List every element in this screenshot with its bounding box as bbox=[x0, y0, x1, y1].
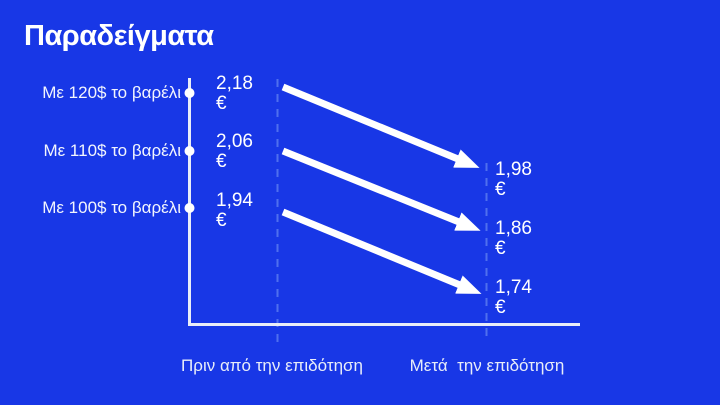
before-value-100: 1,94 € bbox=[216, 191, 253, 231]
axis-dot-100 bbox=[184, 203, 195, 213]
before-amount: 1,94 bbox=[216, 190, 253, 211]
currency-symbol: € bbox=[495, 297, 506, 318]
currency-symbol: € bbox=[216, 210, 227, 231]
currency-symbol: € bbox=[216, 151, 227, 172]
before-value-110: 2,06 € bbox=[216, 132, 253, 172]
row-label-110: Με 110$ το βαρέλι bbox=[43, 141, 181, 160]
after-amount: 1,74 bbox=[495, 277, 532, 298]
x-axis-label-after: Μετά την επιδότηση bbox=[409, 356, 565, 375]
after-value-110: 1,86 € bbox=[495, 219, 532, 259]
axis-dot-110 bbox=[184, 146, 195, 156]
before-value-120: 2,18 € bbox=[216, 74, 253, 114]
row-label-120: Με 120$ το βαρέλι bbox=[42, 83, 181, 102]
before-amount: 2,18 bbox=[216, 73, 253, 94]
page-title: Παραδείγματα bbox=[24, 20, 214, 52]
trend-arrow-icon-3 bbox=[281, 208, 482, 294]
after-amount: 1,98 bbox=[495, 159, 532, 180]
currency-symbol: € bbox=[495, 179, 506, 200]
currency-symbol: € bbox=[495, 238, 506, 259]
row-label-100: Με 100$ το βαρέλι bbox=[42, 198, 181, 217]
currency-symbol: € bbox=[216, 93, 227, 114]
after-amount: 1,86 bbox=[495, 218, 532, 239]
x-axis-label-before: Πριν από την επιδότηση bbox=[181, 356, 363, 375]
trend-arrow-icon-1 bbox=[281, 83, 480, 168]
before-amount: 2,06 bbox=[216, 131, 253, 152]
axis-dot-120 bbox=[184, 88, 195, 98]
after-value-120: 1,98 € bbox=[495, 160, 532, 200]
after-value-100: 1,74 € bbox=[495, 278, 532, 318]
trend-arrow-icon-2 bbox=[281, 147, 481, 231]
